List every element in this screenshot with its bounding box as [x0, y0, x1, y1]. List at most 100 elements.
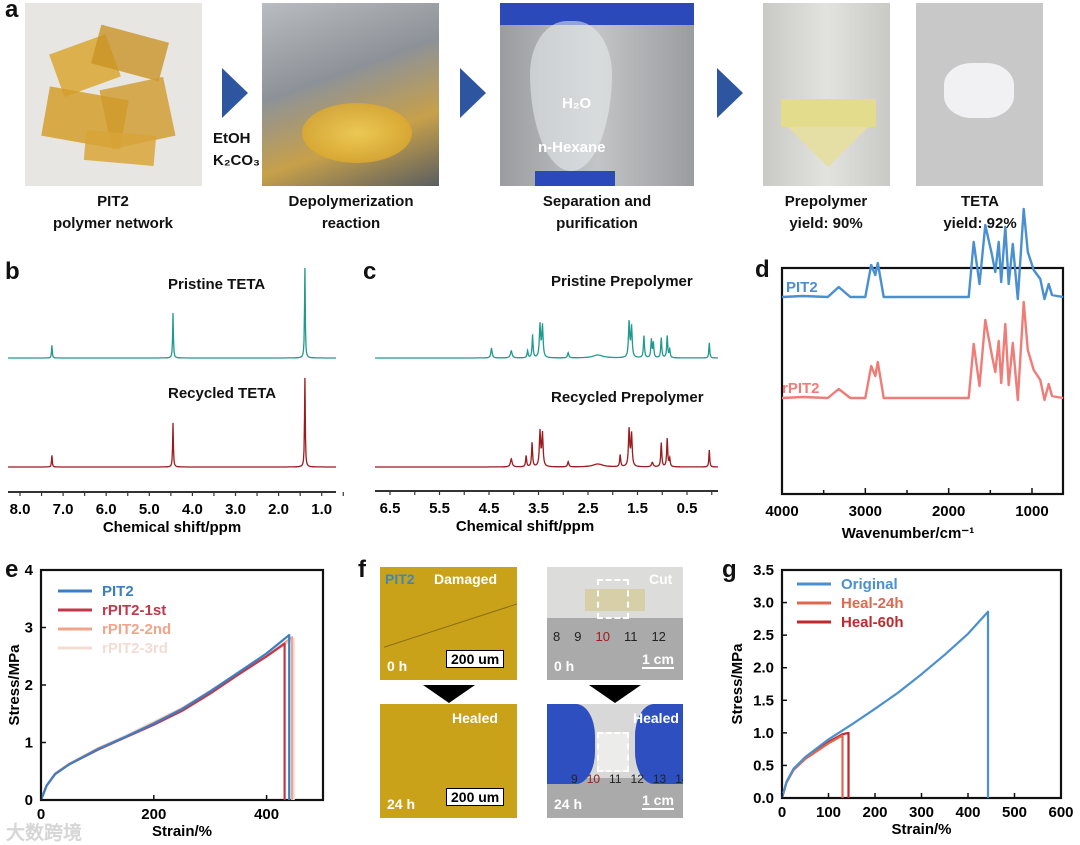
- series-label: Pristine Prepolymer: [551, 273, 693, 290]
- micrograph-damaged: PIT2 Damaged 0 h 200 um: [380, 567, 517, 680]
- reagent-label: EtOH K₂CO₃: [213, 128, 260, 172]
- y-tick-label: 2.5: [753, 627, 774, 644]
- x-axis-label: Wavenumber/cm⁻¹: [842, 525, 974, 542]
- legend-label: Heal-24h: [841, 595, 904, 612]
- x-tick-label: 3.0: [225, 501, 246, 518]
- state-label-cut: Cut: [649, 571, 673, 587]
- panel-label-f: f: [358, 556, 366, 583]
- panel-label-g: g: [722, 556, 737, 583]
- legend-label: rPIT2-1st: [102, 602, 166, 619]
- panel-label-b: b: [5, 258, 20, 285]
- x-tick-label: 2.0: [268, 501, 289, 518]
- x-axis-label: Strain/%: [891, 821, 951, 838]
- nmr-spectrum-pristine-prepolymer: [375, 320, 718, 359]
- step-caption-4: Prepolymer yield: 90%: [751, 191, 901, 235]
- step-caption-1: PIT2 polymer network: [38, 191, 188, 235]
- panel-label-d: d: [755, 256, 770, 283]
- reagent-solvent: EtOH: [213, 130, 251, 147]
- photo-separation-funnel: H₂O n-Hexane: [500, 3, 694, 186]
- process-arrow-3: [717, 68, 743, 118]
- down-arrow-macro: [589, 685, 641, 703]
- photo-healed-sample: Healed 9 10 11 12 13 14 24 h 1 cm: [547, 704, 683, 818]
- x-tick-label: 2.5: [578, 500, 599, 517]
- scale-bar-200um: 200 um: [446, 788, 505, 806]
- series-label: Pristine TETA: [168, 276, 265, 293]
- x-tick-label: 8.0: [10, 501, 31, 518]
- y-tick-label: 1.0: [753, 725, 774, 742]
- caption-line: PIT2: [97, 193, 129, 210]
- caption-line: reaction: [321, 215, 381, 232]
- x-axis-label: Chemical shift/ppm: [456, 518, 594, 535]
- state-label-damaged: Damaged: [434, 571, 498, 587]
- x-tick-label: 7.0: [53, 501, 74, 518]
- photo-depolymerization-flask: [262, 3, 439, 186]
- caption-line: TETA: [960, 193, 1000, 210]
- y-axis-label: Stress/MPa: [6, 644, 23, 726]
- ruler-number: 9: [571, 772, 578, 786]
- x-tick-label: 200: [141, 806, 166, 823]
- plot-frame: [39, 568, 325, 802]
- plot-frame: [780, 266, 1065, 496]
- legend-label: rPIT2-2nd: [102, 621, 171, 638]
- photo-cut-sample: Cut 8 9 10 11 12 0 h 1 cm: [547, 567, 683, 680]
- micrograph-healed: Healed 24 h 200 um: [380, 704, 517, 818]
- photo-prepolymer: [763, 3, 890, 186]
- x-tick-label: 4.0: [182, 501, 203, 518]
- caption-line: yield: 90%: [789, 215, 863, 232]
- reagent-base: K₂CO₃: [213, 152, 260, 169]
- ruler-number: 10: [586, 772, 601, 786]
- nmr-spectrum-pristine-teta: [8, 267, 336, 359]
- x-tick-label: 100: [816, 804, 841, 821]
- stress-strain-curve-original: [780, 610, 990, 799]
- x-axis-label: Chemical shift/ppm: [103, 519, 241, 536]
- y-tick-label: 2: [25, 677, 33, 694]
- panel-label-c: c: [363, 258, 377, 285]
- time-label: 24 h: [387, 796, 416, 812]
- ruler-numbers: 8 9 10 11 12: [553, 629, 666, 644]
- caption-line: Prepolymer: [784, 193, 868, 210]
- ruler-number: 14: [675, 772, 683, 786]
- x-tick-label: 200: [862, 804, 887, 821]
- scale-bar-1cm: 1 cm: [642, 792, 674, 810]
- ftir-spectrum-rpit2: [781, 300, 1064, 402]
- y-axis-label: Stress/MPa: [729, 643, 746, 725]
- ruler-number: 11: [623, 629, 638, 644]
- x-axis-label: Strain/%: [152, 823, 212, 840]
- nmr-spectrum-recycled-prepolymer: [375, 427, 718, 468]
- watermark: 大数跨境: [6, 823, 83, 844]
- x-tick-label: 4.5: [479, 500, 500, 517]
- legend-label: PIT2: [102, 583, 134, 600]
- step-caption-2: Depolymerization reaction: [276, 191, 426, 235]
- ruler-number: 11: [609, 772, 622, 786]
- step-caption-5: TETA yield: 92%: [905, 191, 1055, 235]
- series-label: PIT2: [786, 279, 818, 296]
- x-tick-label: 300: [909, 804, 934, 821]
- scale-bar-1cm: 1 cm: [642, 651, 674, 669]
- series-label: rPIT2: [782, 380, 820, 397]
- y-tick-label: 3: [25, 620, 33, 637]
- ruler-number: 12: [630, 772, 644, 786]
- ruler-numbers: 9 10 11 12 13 14: [571, 772, 683, 786]
- caption-line: Separation and: [542, 193, 652, 210]
- y-tick-label: 4: [25, 562, 34, 579]
- down-arrow-micro: [423, 685, 475, 703]
- legend-label: Original: [841, 576, 898, 593]
- x-tick-label: 0: [778, 804, 786, 821]
- stress-strain-curve-heal-60h: [780, 731, 850, 799]
- y-tick-label: 0.0: [753, 790, 774, 807]
- sample-label: PIT2: [385, 571, 415, 587]
- y-tick-label: 2.0: [753, 660, 774, 677]
- legend-label: Heal-60h: [841, 614, 904, 631]
- stress-strain-curve-pit2: [39, 633, 291, 801]
- x-tick-label: 2000: [932, 503, 965, 520]
- layer-label-water: H₂O: [562, 95, 592, 112]
- x-tick-label: 6.0: [96, 501, 117, 518]
- state-label-healed: Healed: [633, 710, 679, 726]
- ftir-spectrum-pit2: [781, 207, 1064, 301]
- ruler-number: 8: [553, 629, 561, 644]
- time-label: 0 h: [554, 658, 575, 674]
- panel-label-a: a: [5, 0, 19, 23]
- x-tick-label: 3000: [849, 503, 882, 520]
- x-tick-label: 6.5: [380, 500, 401, 517]
- y-tick-label: 1: [25, 735, 33, 752]
